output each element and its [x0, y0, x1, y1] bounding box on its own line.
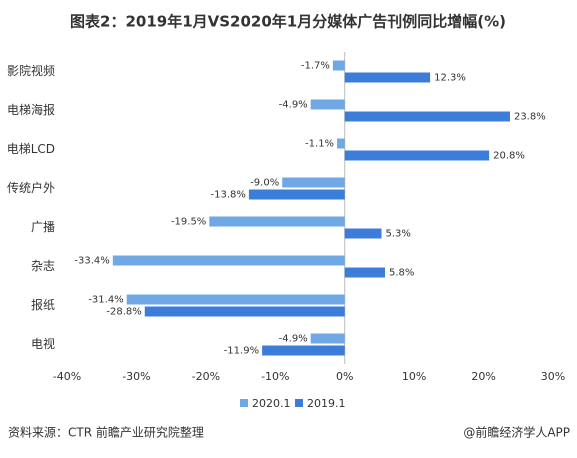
value-label: -9.0%	[250, 178, 279, 189]
legend-label: 2019.1	[307, 397, 346, 410]
x-tick-label: -40%	[53, 370, 81, 383]
bar	[332, 60, 345, 71]
bar	[112, 255, 345, 266]
bar	[310, 333, 345, 344]
y-tick-label: 杂志	[31, 259, 55, 273]
value-label: 20.8%	[493, 151, 525, 162]
x-tick-label: 30%	[541, 370, 565, 383]
bar	[344, 267, 385, 278]
value-label: 5.8%	[389, 268, 414, 279]
value-label: -1.7%	[301, 61, 330, 72]
value-label: -31.4%	[88, 295, 123, 306]
bar	[144, 306, 345, 317]
y-tick-label: 电梯LCD	[7, 142, 55, 156]
y-tick-label: 影院视频	[7, 63, 55, 78]
bar	[126, 294, 345, 305]
y-tick-label: 广播	[31, 220, 55, 234]
value-label: -33.4%	[74, 256, 109, 267]
value-label: 23.8%	[514, 112, 546, 123]
bar	[344, 228, 382, 239]
y-tick-label: 电梯海报	[7, 102, 55, 117]
value-label: -28.8%	[106, 307, 141, 318]
value-label: 12.3%	[434, 73, 466, 84]
bar	[209, 216, 345, 227]
watermark: @前瞻经济学人APP	[463, 425, 570, 440]
x-tick-label: -10%	[261, 370, 289, 383]
legend-swatch	[295, 399, 303, 407]
value-label: -4.9%	[279, 100, 308, 111]
bar	[282, 177, 345, 188]
bar	[344, 150, 490, 161]
x-tick-label: -20%	[192, 370, 220, 383]
x-tick-label: 0%	[336, 370, 353, 383]
value-label: -13.8%	[211, 190, 246, 201]
bar	[248, 189, 345, 200]
bar	[337, 138, 345, 149]
x-tick-label: 20%	[471, 370, 495, 383]
legend-swatch	[240, 399, 248, 407]
value-label: -1.1%	[305, 139, 334, 150]
bar	[310, 99, 345, 110]
value-label: -19.5%	[171, 217, 206, 228]
bar	[344, 72, 431, 83]
chart-title: 图表2：2019年1月VS2020年1月分媒体广告刊例同比增幅(%)	[70, 13, 506, 31]
legend-label: 2020.1	[252, 397, 291, 410]
y-tick-label: 电视	[31, 336, 55, 351]
source: 资料来源：CTR 前瞻产业研究院整理	[8, 425, 204, 440]
x-tick-label: 10%	[402, 370, 426, 383]
value-label: -11.9%	[224, 346, 259, 357]
y-tick-label: 传统户外	[7, 180, 55, 195]
value-label: 5.3%	[386, 229, 411, 240]
bar	[344, 111, 510, 122]
bar	[262, 345, 345, 356]
x-tick-label: -30%	[122, 370, 150, 383]
value-label: -4.9%	[279, 334, 308, 345]
y-tick-label: 报纸	[31, 297, 55, 312]
